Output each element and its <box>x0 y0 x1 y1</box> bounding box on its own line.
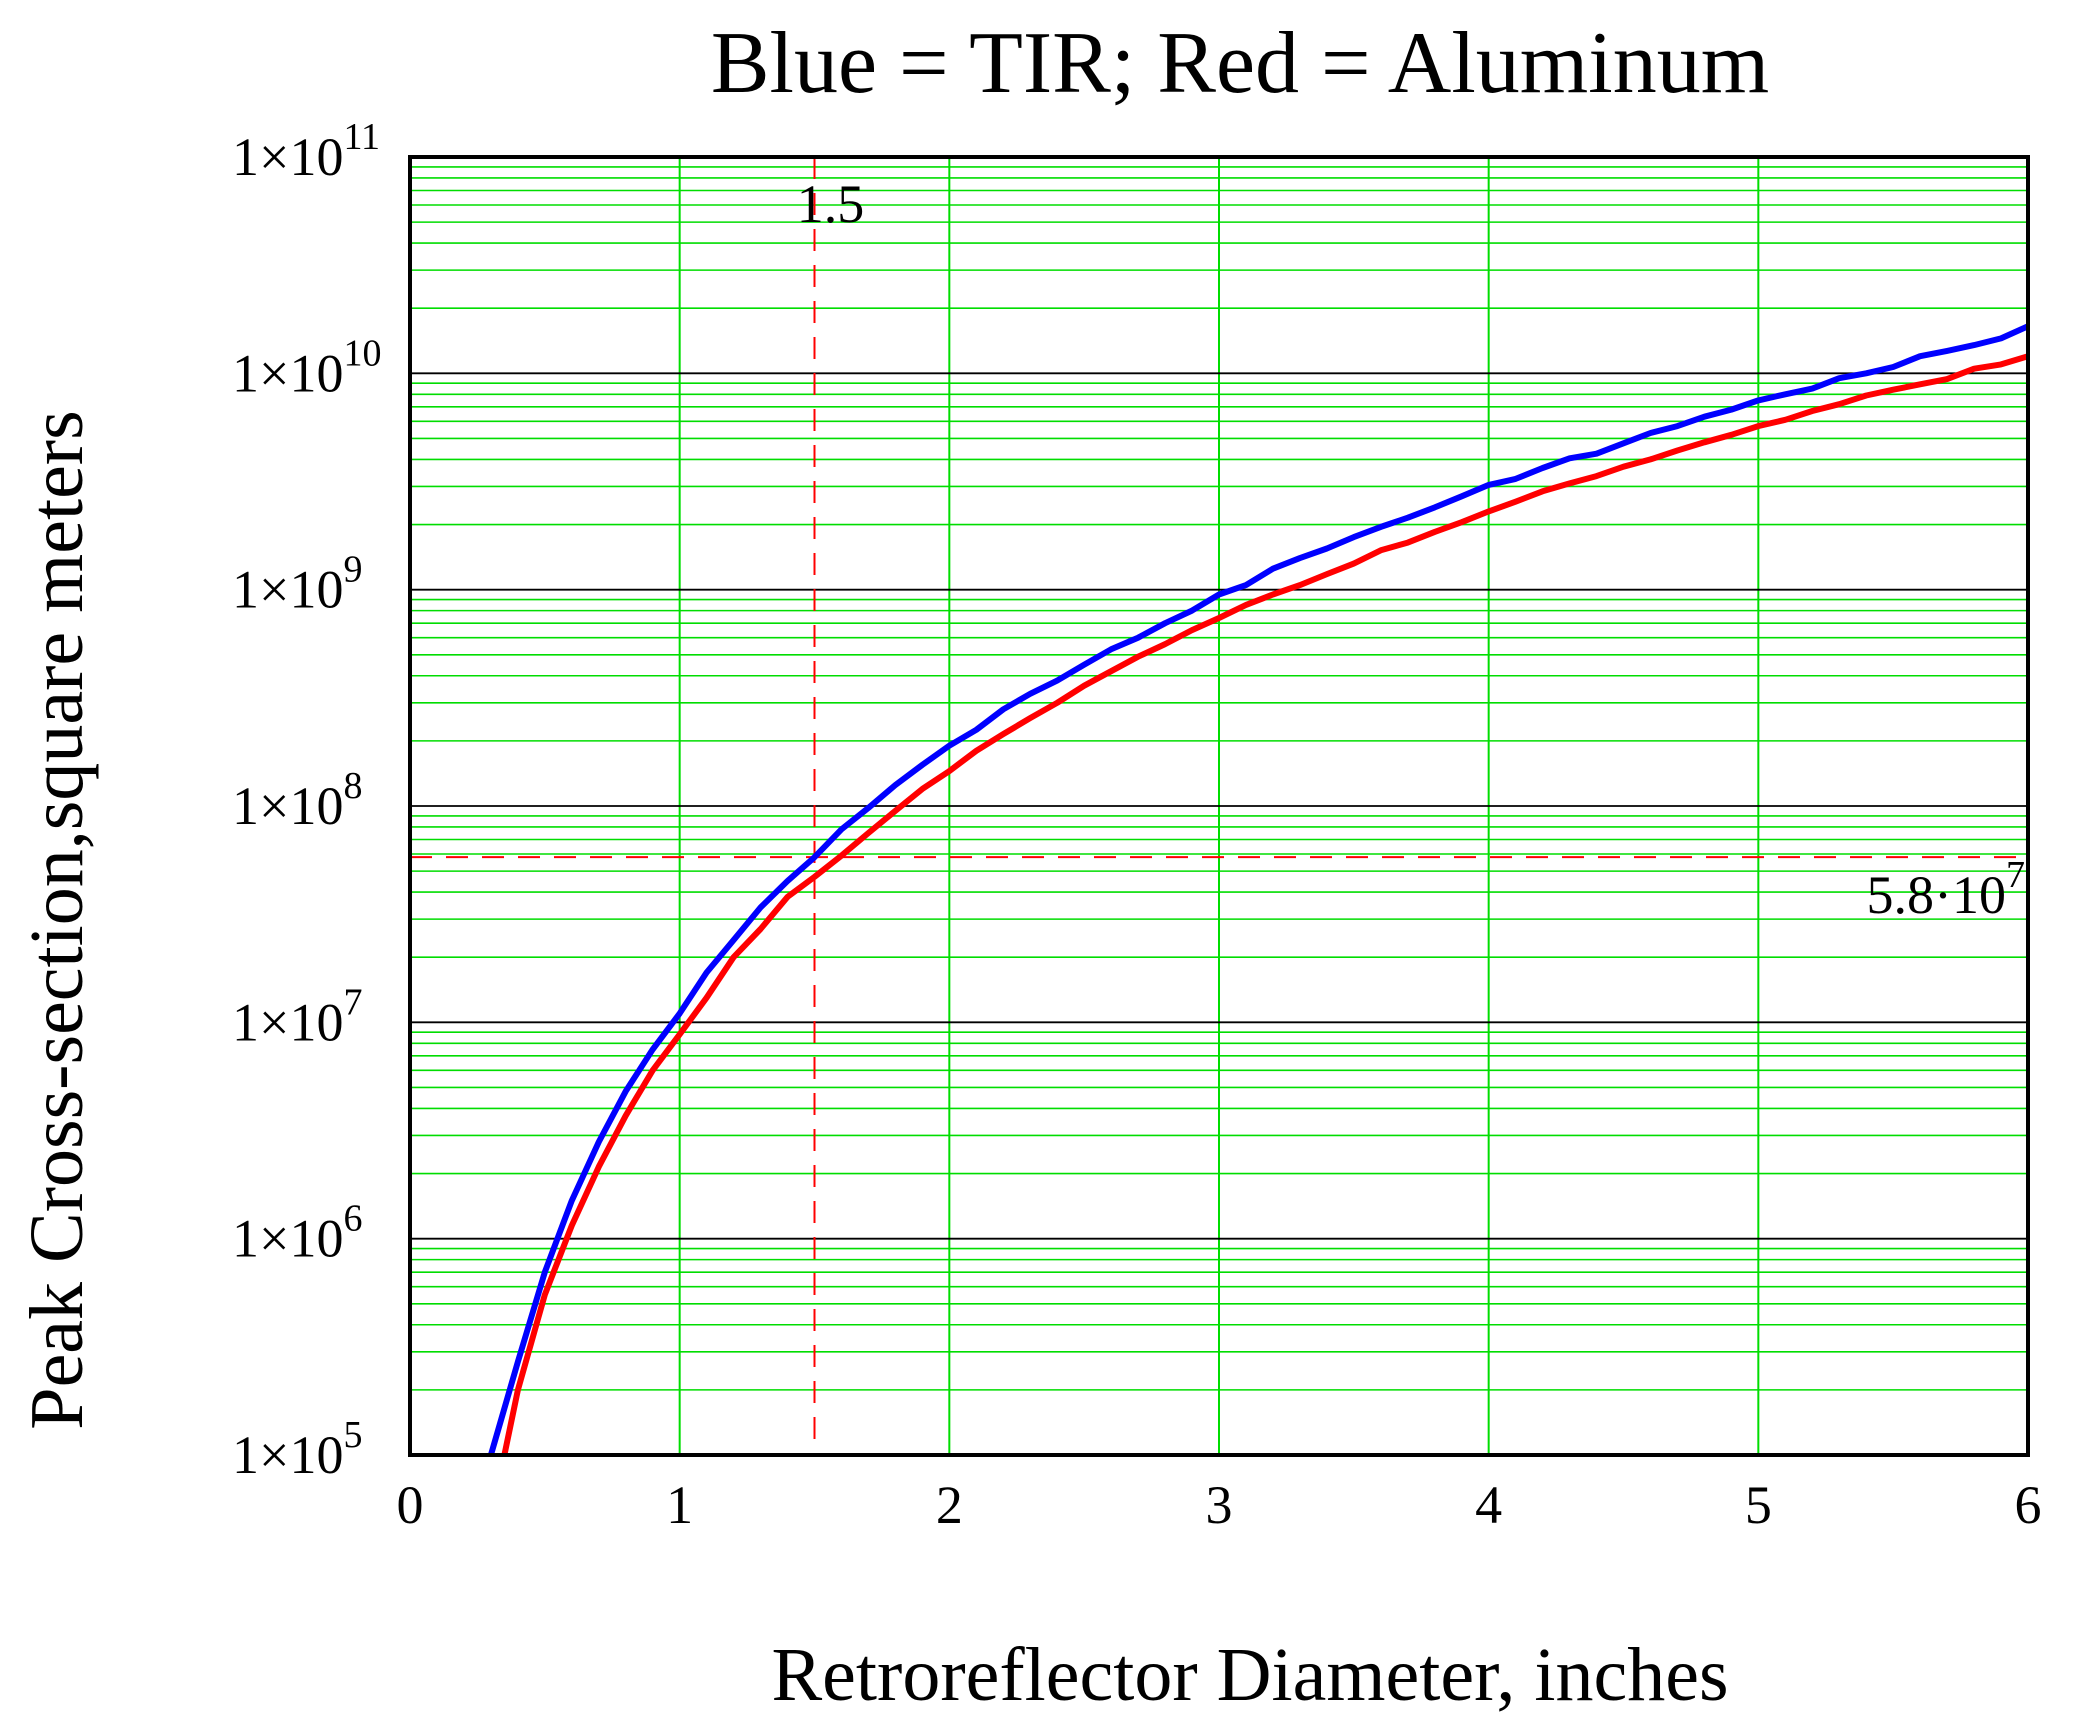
x-tick-label: 3 <box>1206 1475 1233 1535</box>
y-tick-label: 1×108 <box>232 765 362 836</box>
y-tick-label: 1×106 <box>232 1198 362 1269</box>
x-tick-label: 1 <box>666 1475 693 1535</box>
minor-grid <box>410 157 2028 1455</box>
x-tick-label: 5 <box>1745 1475 1772 1535</box>
y-tick-labels: 1×105 1×106 1×107 1×108 1×109 1×1010 1×1011 <box>232 116 381 1485</box>
reference-lines <box>410 157 2028 1455</box>
chart-title: Blue = TIR; Red = Aluminum <box>711 15 1769 112</box>
x-tick-label: 2 <box>936 1475 963 1535</box>
hline-label-exponent: 7 <box>2006 854 2025 896</box>
vline-label: 1.5 <box>797 174 865 234</box>
x-tick-labels: 0 1 2 3 4 5 6 <box>397 1475 2042 1535</box>
y-tick-label: 1×109 <box>232 549 362 620</box>
series-line-1 <box>501 353 2029 1456</box>
plot-frame <box>408 155 2030 1457</box>
x-axis-label: Retroreflector Diameter, inches <box>771 1633 1728 1717</box>
y-tick-label: 1×107 <box>232 981 362 1052</box>
x-tick-label: 6 <box>2015 1475 2042 1535</box>
y-tick-label: 1×1010 <box>232 332 381 403</box>
series-layer <box>488 323 2030 1456</box>
y-tick-label: 1×1011 <box>232 116 380 187</box>
x-tick-label: 0 <box>397 1475 424 1535</box>
series-line-0 <box>488 323 2030 1456</box>
hline-label: 5.8·107 <box>1867 854 2025 925</box>
y-axis-label: Peak Cross-section,square meters <box>15 410 99 1429</box>
hline-label-base: 5.8·10 <box>1867 865 2006 925</box>
y-tick-label: 1×105 <box>232 1414 362 1485</box>
x-tick-label: 4 <box>1475 1475 1502 1535</box>
